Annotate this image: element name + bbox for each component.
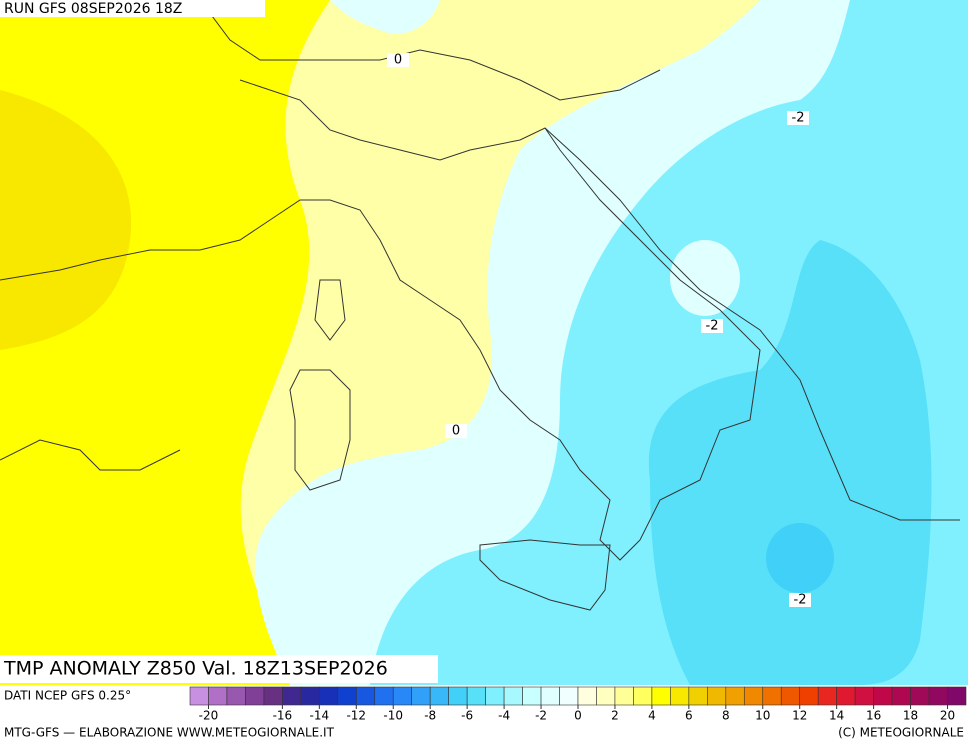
colorbar-swatch (374, 686, 394, 706)
colorbar-tick-label: -8 (424, 709, 436, 723)
contour-label: 0 (452, 424, 460, 439)
contour-label: -2 (792, 111, 805, 126)
colorbar-swatch (577, 686, 597, 706)
colorbar-swatch (799, 686, 819, 706)
coastlines (0, 0, 960, 611)
colorbar-swatch (614, 686, 634, 706)
colorbar-tick-label: 6 (685, 709, 693, 723)
colorbar-swatch (485, 686, 505, 706)
colorbar-tick-label: 20 (940, 709, 955, 723)
contour-label-bg (387, 53, 409, 67)
colorbar-swatch (429, 686, 449, 706)
colorbar-swatch (189, 686, 209, 706)
colorbar-tick-label: 14 (829, 709, 844, 723)
colorbar-tick-label: -14 (310, 709, 330, 723)
colorbar-swatch (448, 686, 468, 706)
colorbar-tick-label: 0 (574, 709, 582, 723)
colorbar-tick-label: 8 (722, 709, 730, 723)
colorbar-swatch (319, 686, 339, 706)
colorbar-swatch (817, 686, 837, 706)
colorbar-swatch (263, 686, 283, 706)
colorbar-swatch (559, 686, 579, 706)
colorbar-tick-label: 10 (755, 709, 770, 723)
colorbar-tick-label: -20 (199, 709, 219, 723)
footer-left: MTG-GFS — ELABORAZIONE WWW.METEOGIORNALE… (4, 726, 335, 740)
colorbar-tick-label: 16 (866, 709, 881, 723)
colorbar-swatch (633, 686, 653, 706)
colorbar-swatch (670, 686, 690, 706)
colorbar-swatch (466, 686, 486, 706)
data-source: DATI NCEP GFS 0.25° (4, 689, 131, 703)
contour-label: -2 (794, 593, 807, 608)
colorbar-tick-label: -16 (273, 709, 293, 723)
colorbar-swatch (928, 686, 948, 706)
header-box (0, 0, 265, 17)
colorbar-swatch (762, 686, 782, 706)
contour-label: -2 (706, 319, 719, 334)
colorbar-swatch (743, 686, 764, 706)
contour-label-bg (445, 424, 467, 438)
contour-label-bg (701, 319, 723, 333)
colorbar-tick-label: -4 (498, 709, 510, 723)
colorbar-swatch (651, 686, 671, 706)
colorbar-tick-label: -6 (461, 709, 473, 723)
colorbar-tick-label: 2 (611, 709, 619, 723)
colorbar-swatch (245, 686, 265, 706)
temperature-field (0, 0, 968, 685)
colorbar-swatch (300, 686, 320, 706)
colorbar-swatch (226, 686, 246, 706)
colorbar-swatch (540, 686, 560, 706)
colorbar-swatch (411, 686, 431, 706)
colorbar-swatch (337, 686, 357, 706)
footer-right: (C) METEOGIORNALE (838, 726, 964, 740)
colorbar-swatch (208, 686, 228, 706)
contour-label-bg (787, 111, 809, 125)
colorbar-swatch (780, 686, 801, 706)
colorbar-swatch (947, 686, 967, 706)
colorbar-tick-label: 18 (903, 709, 918, 723)
colorbar-tick-label: 4 (648, 709, 656, 723)
contour-label: 0 (394, 53, 402, 68)
colorbar-tick-label: -12 (346, 709, 366, 723)
colorbar-swatch (707, 686, 727, 706)
run-label: RUN GFS 08SEP2026 18Z (4, 1, 182, 17)
colorbar-swatch (392, 686, 413, 706)
colorbar-swatch (355, 686, 376, 706)
colorbar-tick-label: -2 (535, 709, 547, 723)
colorbar-swatch (873, 686, 893, 706)
title-box (0, 655, 438, 683)
colorbar-tick-label: 12 (792, 709, 807, 723)
colorbar-swatch (688, 686, 708, 706)
colorbar-swatch (725, 686, 745, 706)
colorbar-swatch (522, 686, 542, 706)
colorbar: -20 -16 -14 -12 -10 -8 -6 -4 -2 0 2 4 6 8 10 12 14 16 18 20 (189, 686, 967, 723)
colorbar-swatch (596, 686, 616, 706)
contour-label-bg (789, 593, 811, 607)
colorbar-swatch (854, 686, 874, 706)
contour-labels: 0-2-20-2-4 (387, 53, 811, 608)
colorbar-swatch (836, 686, 856, 706)
colorbar-swatch (910, 686, 930, 706)
colorbar-swatch (891, 686, 911, 706)
colorbar-tick-label: -10 (383, 709, 403, 723)
colorbar-swatch (282, 686, 302, 706)
map-title: TMP ANOMALY Z850 Val. 18Z13SEP2026 (3, 658, 388, 680)
colorbar-swatch (503, 686, 523, 706)
